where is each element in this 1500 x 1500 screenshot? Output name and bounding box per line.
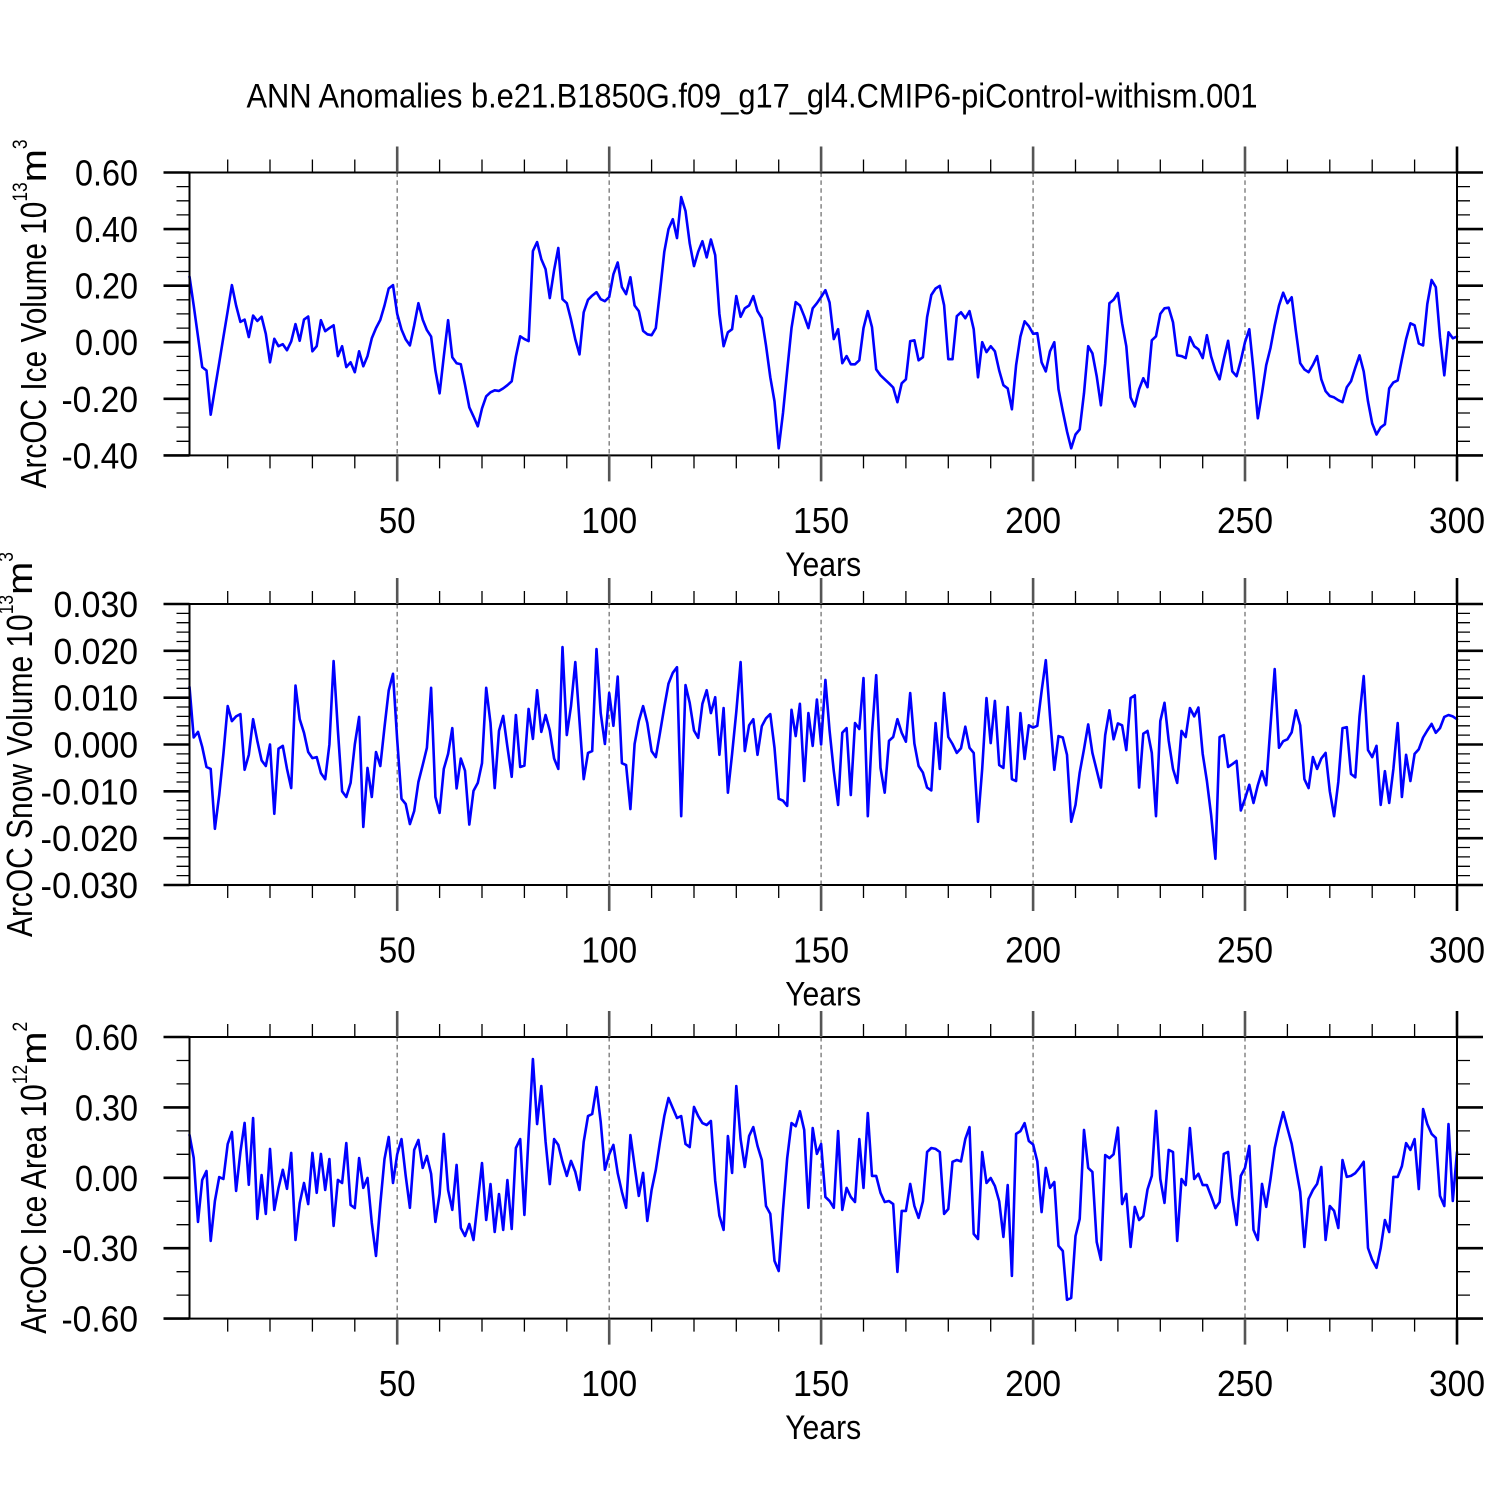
svg-text:0.60: 0.60	[75, 153, 138, 194]
svg-text:0.60: 0.60	[75, 1017, 138, 1058]
svg-text:-0.020: -0.020	[41, 818, 139, 859]
svg-text:ANN Anomalies b.e21.B1850G.f09: ANN Anomalies b.e21.B1850G.f09_g17_gl4.C…	[247, 78, 1258, 116]
svg-text:ArcOC Ice Volume 10: ArcOC Ice Volume 10	[13, 202, 54, 489]
svg-text:0.20: 0.20	[75, 266, 138, 307]
svg-text:0.020: 0.020	[54, 631, 139, 672]
svg-text:200: 200	[1005, 930, 1061, 971]
svg-text:ArcOC Ice Area 10: ArcOC Ice Area 10	[13, 1084, 54, 1334]
svg-text:250: 250	[1217, 500, 1273, 541]
svg-text:-0.20: -0.20	[62, 379, 139, 420]
svg-text:250: 250	[1217, 1363, 1273, 1404]
svg-text:Years: Years	[785, 546, 861, 584]
svg-text:3: 3	[0, 552, 18, 562]
svg-text:Years: Years	[785, 976, 861, 1014]
svg-text:300: 300	[1429, 930, 1485, 971]
svg-text:-0.30: -0.30	[62, 1228, 139, 1269]
svg-text:m: m	[0, 562, 40, 595]
svg-text:13: 13	[0, 595, 18, 614]
svg-text:0.00: 0.00	[75, 322, 138, 363]
svg-text:0.00: 0.00	[75, 1158, 138, 1199]
svg-text:0.000: 0.000	[54, 725, 139, 766]
svg-text:150: 150	[793, 930, 849, 971]
svg-text:-0.010: -0.010	[41, 771, 139, 812]
svg-text:m: m	[13, 1032, 54, 1065]
svg-text:-0.60: -0.60	[62, 1299, 139, 1340]
svg-text:ArcOC Snow Volume 10: ArcOC Snow Volume 10	[0, 614, 40, 937]
svg-text:50: 50	[379, 500, 416, 541]
svg-text:250: 250	[1217, 930, 1273, 971]
svg-text:0.40: 0.40	[75, 209, 138, 250]
svg-text:3: 3	[9, 139, 32, 149]
svg-text:100: 100	[581, 1363, 637, 1404]
svg-text:0.030: 0.030	[54, 584, 139, 625]
svg-text:50: 50	[379, 930, 416, 971]
svg-text:150: 150	[793, 500, 849, 541]
svg-text:100: 100	[581, 500, 637, 541]
svg-text:-0.40: -0.40	[62, 435, 139, 476]
svg-text:2: 2	[9, 1022, 32, 1032]
svg-text:13: 13	[9, 182, 32, 201]
svg-text:12: 12	[9, 1065, 32, 1084]
svg-text:200: 200	[1005, 1363, 1061, 1404]
svg-text:200: 200	[1005, 500, 1061, 541]
svg-text:100: 100	[581, 930, 637, 971]
svg-text:50: 50	[379, 1363, 416, 1404]
svg-text:0.010: 0.010	[54, 678, 139, 719]
svg-text:m: m	[13, 149, 54, 182]
svg-text:300: 300	[1429, 1363, 1485, 1404]
svg-text:0.30: 0.30	[75, 1087, 138, 1128]
svg-text:-0.030: -0.030	[41, 865, 139, 906]
svg-text:300: 300	[1429, 500, 1485, 541]
svg-text:Years: Years	[785, 1409, 861, 1447]
svg-text:150: 150	[793, 1363, 849, 1404]
